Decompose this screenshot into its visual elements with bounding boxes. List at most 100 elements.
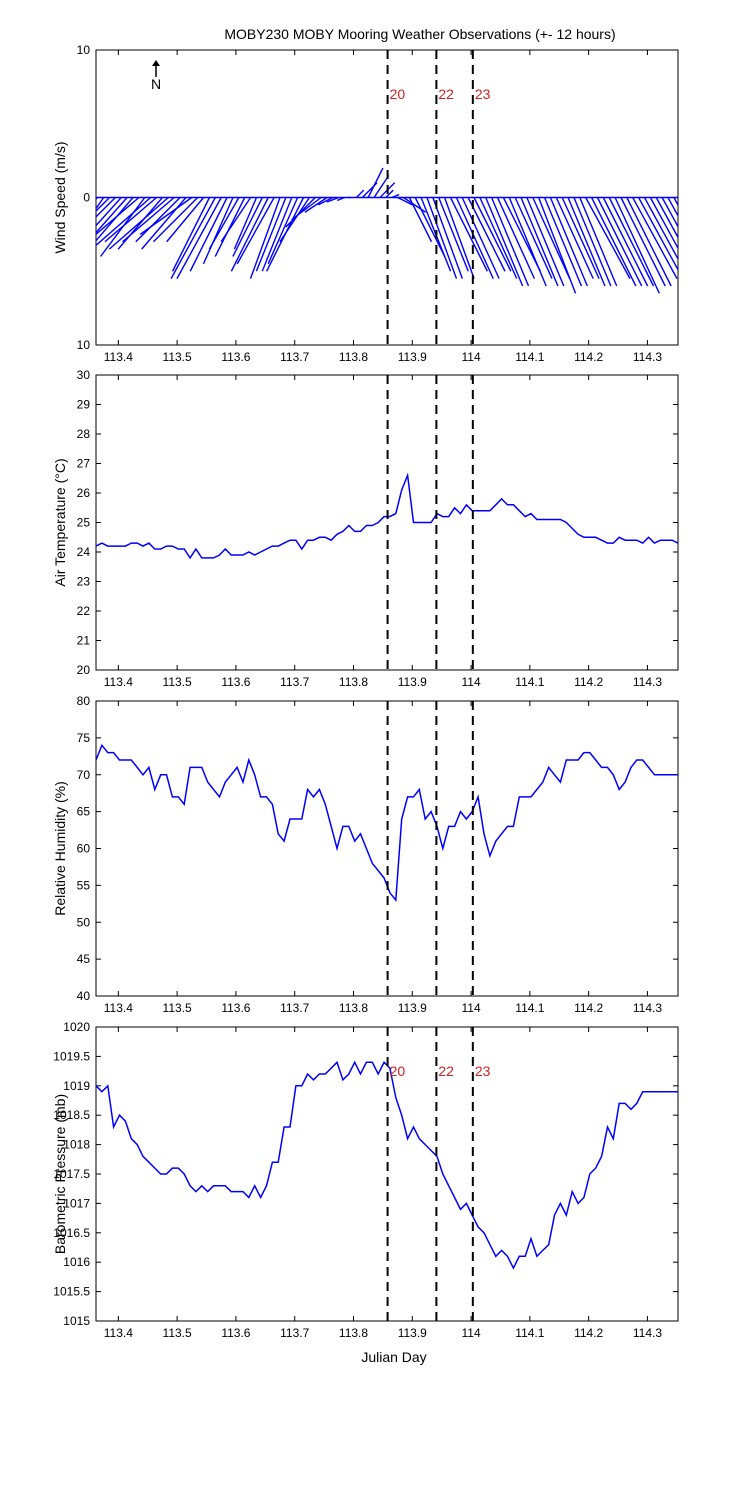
event-marker-label: 23 xyxy=(475,86,491,102)
wind-vector xyxy=(438,197,469,272)
x-tick-label: 114.2 xyxy=(574,1326,603,1340)
y-tick-label: 1019.5 xyxy=(53,1049,90,1063)
x-tick-label: 113.4 xyxy=(104,675,133,689)
y-tick-label: 1015.5 xyxy=(53,1285,90,1299)
wind-vector xyxy=(496,197,536,279)
panel-3: 1015 1015.5 1016 1016.5 1017 1017.5 1018 1018.5… xyxy=(52,1020,679,1340)
y-tick-label: 0 xyxy=(83,191,90,205)
wind-vector xyxy=(326,196,340,203)
x-tick-label: 113.4 xyxy=(104,350,133,364)
wind-vector xyxy=(467,197,506,272)
wind-vector xyxy=(455,197,494,279)
event-marker-label: 23 xyxy=(475,1063,491,1079)
wind-vector xyxy=(367,167,384,198)
wind-vector xyxy=(667,197,678,218)
wind-vector xyxy=(233,197,258,250)
y-tick-label: 1017.5 xyxy=(53,1167,90,1181)
wind-vector xyxy=(561,197,600,279)
x-tick-label: 113.4 xyxy=(104,1326,133,1340)
north-label: N xyxy=(151,76,161,92)
wind-vector xyxy=(96,197,134,242)
x-tick-label: 114.3 xyxy=(633,1326,662,1340)
wind-vector xyxy=(626,197,672,287)
wind-vector xyxy=(426,197,458,279)
y-axis-label: Wind Speed (m/s) xyxy=(52,141,68,253)
x-tick-label: 113.8 xyxy=(339,1326,368,1340)
y-axis-label: Relative Humidity (%) xyxy=(52,781,68,916)
y-tick-label: 1018.5 xyxy=(53,1108,90,1122)
wind-vector xyxy=(608,197,655,287)
y-tick-label: 26 xyxy=(77,486,91,500)
x-tick-label: 113.6 xyxy=(221,1326,250,1340)
wind-vector xyxy=(538,197,577,294)
wind-vector xyxy=(261,197,293,272)
panel-0: 10 0 10 113.4 113.5 113.6 113.7 113.8 113.9 114 11… xyxy=(52,43,679,364)
wind-vector xyxy=(473,197,512,272)
x-tick-label: 114.1 xyxy=(515,675,544,689)
wind-vector xyxy=(632,197,678,279)
wind-vector xyxy=(620,197,666,287)
wind-vector xyxy=(96,197,122,227)
wind-vector xyxy=(520,197,559,287)
x-tick-label: 114 xyxy=(461,1326,480,1340)
x-tick-label: 114 xyxy=(461,1001,480,1015)
y-tick-label: 27 xyxy=(77,457,91,471)
wind-vector xyxy=(202,197,234,265)
x-tick-label: 113.6 xyxy=(221,675,250,689)
y-tick-label: 29 xyxy=(77,398,91,412)
y-tick-label: 50 xyxy=(77,915,91,929)
wind-vector xyxy=(514,197,553,279)
wind-vector xyxy=(661,197,678,229)
plot-frame xyxy=(95,374,679,671)
wind-vector xyxy=(236,197,275,265)
x-tick-label: 113.9 xyxy=(398,350,427,364)
wind-vector xyxy=(104,196,158,243)
wind-vector xyxy=(96,196,152,247)
wind-vector xyxy=(673,197,678,207)
wind-vector xyxy=(189,197,228,272)
wind-vector xyxy=(96,197,105,210)
y-axis-label: Barometric Pressure (mb) xyxy=(52,1094,68,1254)
wind-vector xyxy=(397,196,413,206)
wind-vector xyxy=(555,197,594,279)
figure-title: MOBY230 MOBY Mooring Weather Observation… xyxy=(224,26,615,42)
x-tick-label: 113.6 xyxy=(221,350,250,364)
wind-vector xyxy=(279,197,310,243)
wind-vector xyxy=(391,193,400,199)
event-marker-label: 20 xyxy=(390,1063,406,1079)
y-tick-label: 60 xyxy=(77,842,91,856)
x-tick-label: 114.1 xyxy=(515,1001,544,1015)
wind-vector xyxy=(443,197,475,279)
wind-vector xyxy=(602,197,649,287)
wind-vector xyxy=(543,197,583,287)
plot-frame xyxy=(95,700,679,997)
x-tick-label: 113.8 xyxy=(339,675,368,689)
wind-vector xyxy=(135,197,181,243)
wind-vector xyxy=(637,197,678,272)
wind-vector xyxy=(214,197,246,257)
wind-vector xyxy=(549,197,588,287)
x-tick-label: 113.5 xyxy=(163,1326,192,1340)
wind-vector xyxy=(139,196,193,235)
x-tick-label: 114.2 xyxy=(574,350,603,364)
y-axis-label: Air Temperature (°C) xyxy=(52,458,68,586)
y-tick-label: 23 xyxy=(77,575,91,589)
wind-vector xyxy=(449,197,488,272)
wind-vector xyxy=(337,196,345,202)
wind-vector xyxy=(232,197,263,257)
wind-vector xyxy=(490,197,530,287)
wind-vector xyxy=(385,189,394,198)
wind-vector xyxy=(152,197,199,243)
wind-vector xyxy=(291,196,322,221)
x-tick-label: 113.5 xyxy=(163,350,192,364)
y-tick-label: 10 xyxy=(77,43,91,57)
wind-vector xyxy=(170,197,216,279)
wind-vector xyxy=(255,197,287,272)
x-tick-label: 114.3 xyxy=(633,675,662,689)
wind-vector xyxy=(508,197,547,287)
event-marker-label: 22 xyxy=(438,1063,454,1079)
y-tick-label: 65 xyxy=(77,805,91,819)
x-tick-label: 113.9 xyxy=(398,1326,427,1340)
y-tick-label: 1019 xyxy=(63,1079,90,1093)
